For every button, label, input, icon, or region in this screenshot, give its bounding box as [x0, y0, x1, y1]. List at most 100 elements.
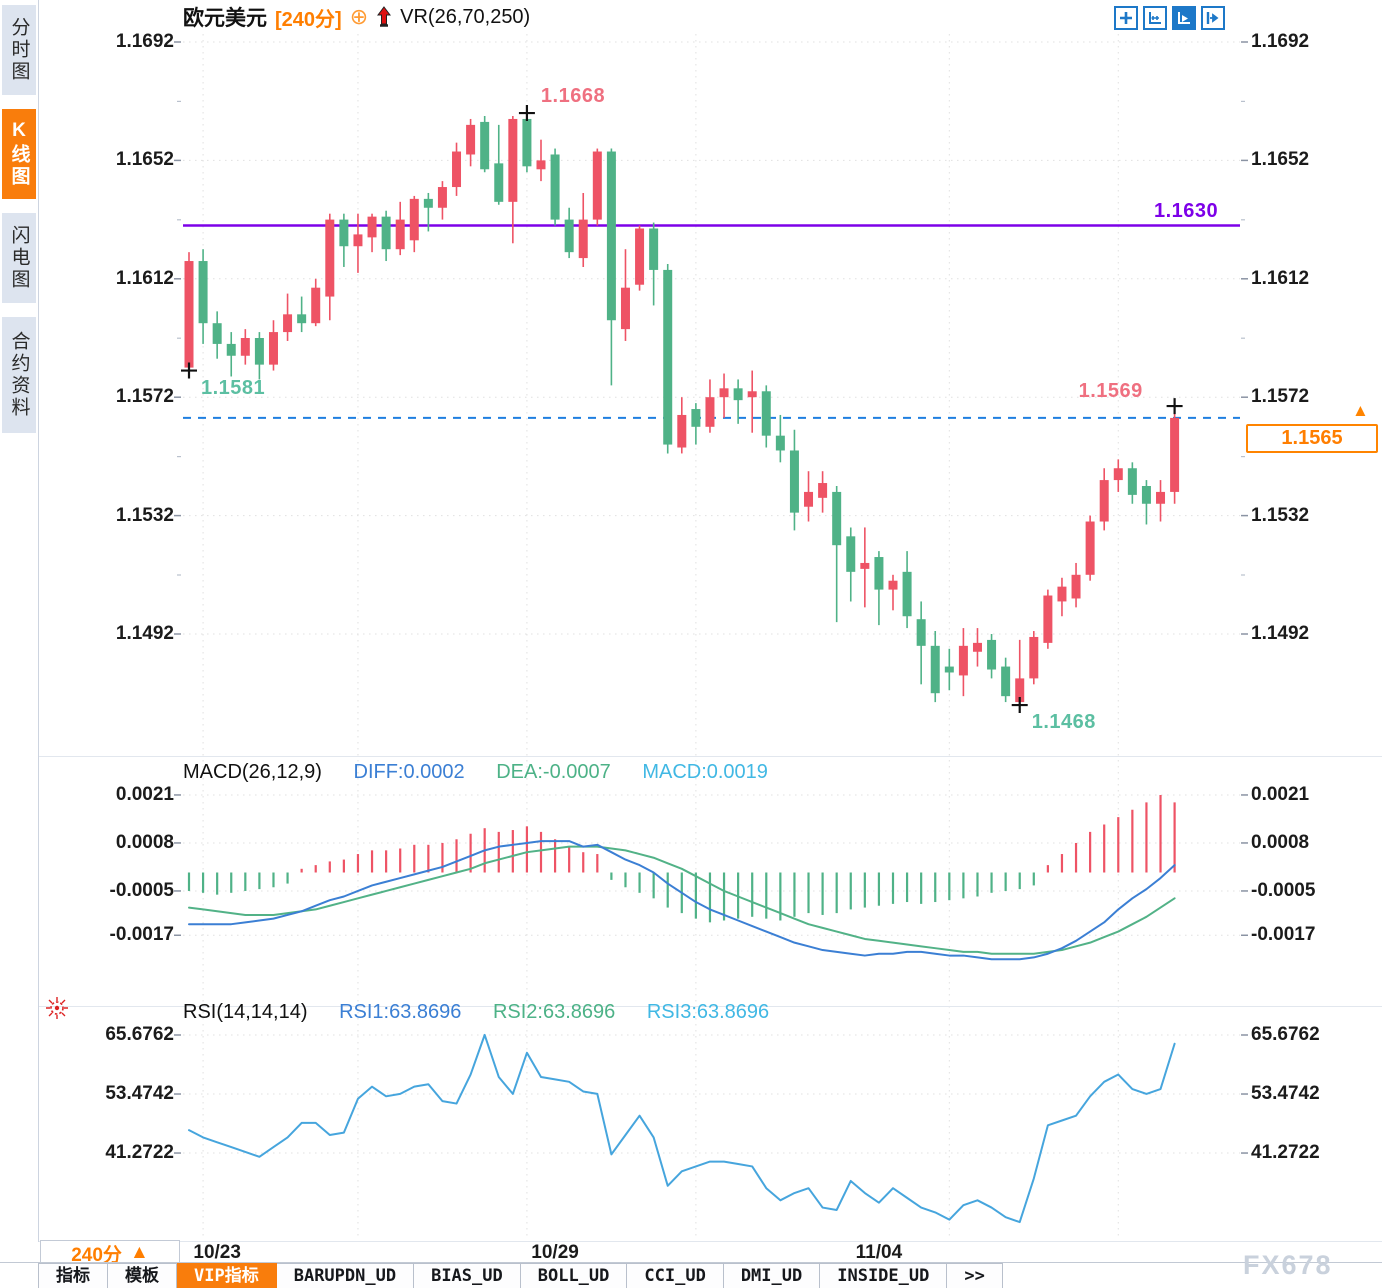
candle-up — [888, 580, 898, 590]
bottom-tab-BIAS_UD[interactable]: BIAS_UD — [414, 1263, 521, 1288]
candle-up — [409, 198, 419, 241]
candle-up — [620, 287, 630, 330]
sidebar-tab-item[interactable]: 合约资料 — [2, 317, 36, 433]
indicator-settings-icon[interactable] — [44, 995, 70, 1026]
candle-up — [1043, 595, 1053, 643]
pan-crosshair-icon[interactable] — [1114, 6, 1138, 30]
candle-up — [578, 219, 588, 259]
candle-down — [916, 619, 926, 646]
candle-up — [1113, 468, 1123, 481]
symbol-title: 欧元美元 — [183, 7, 267, 30]
candle-down — [606, 151, 616, 321]
candle-up — [325, 219, 335, 297]
candle-down — [1141, 486, 1151, 504]
candle-down — [832, 491, 842, 546]
candle-down — [522, 118, 532, 167]
candle-down — [198, 261, 208, 324]
up-arrow-icon — [376, 6, 392, 28]
period-selector[interactable]: 240分 ▲ — [40, 1240, 180, 1266]
watermark: FX678 — [1243, 1250, 1333, 1280]
chart-toolbar — [1114, 6, 1225, 30]
candle-up — [719, 388, 729, 398]
candle-down — [761, 391, 771, 436]
candle-up — [860, 562, 870, 569]
axis-play-icon[interactable] — [1172, 6, 1196, 30]
candle-down — [494, 163, 504, 202]
candle-up — [1099, 480, 1109, 522]
axis-fit-icon[interactable] — [1143, 6, 1167, 30]
macd-dea-line — [188, 845, 1176, 955]
price-marker-cross — [518, 105, 535, 122]
bottom-tab-BARUPDN_UD[interactable]: BARUPDN_UD — [276, 1263, 415, 1288]
bottom-tab-指标[interactable]: 指标 — [38, 1263, 108, 1288]
macd-macd-value: MACD:0.0019 — [642, 761, 768, 783]
goto-latest-icon[interactable] — [1201, 6, 1225, 30]
candle-down — [226, 343, 236, 356]
candle-up — [804, 491, 814, 507]
candle-down — [480, 121, 490, 170]
sidebar-tab-active[interactable]: K线图 — [2, 109, 36, 199]
candle-down — [874, 557, 884, 590]
candle-up — [1029, 636, 1039, 679]
macd-diff-line — [188, 840, 1176, 961]
sidebar-tab-item[interactable]: 闪电图 — [2, 213, 36, 303]
candle-down — [789, 450, 799, 513]
candle-down — [902, 571, 912, 617]
sidebar: 分时图 K线图闪电图合约资料 — [0, 0, 39, 1242]
bottom-tab-BOLL_UD[interactable]: BOLL_UD — [520, 1263, 628, 1288]
candle-up — [536, 160, 546, 170]
rsi-header: RSI(14,14,14) RSI1:63.8696 RSI2:63.8696 … — [183, 1001, 795, 1024]
macd-diff-value: DIFF:0.0002 — [353, 761, 465, 783]
indicator-label: VR(26,70,250) — [400, 5, 531, 28]
bottom-tab-INSIDE_UD[interactable]: INSIDE_UD — [820, 1263, 948, 1288]
period-label[interactable]: [240分] — [275, 8, 342, 31]
candle-up — [1085, 521, 1095, 575]
candle-up — [677, 414, 687, 448]
candle-down — [297, 314, 307, 324]
candle-down — [212, 323, 222, 344]
candle-down — [564, 219, 574, 253]
candle-down — [733, 388, 743, 401]
candle-down — [691, 409, 701, 427]
candle-up — [818, 483, 828, 498]
bottom-tab-VIP指标[interactable]: VIP指标 — [177, 1263, 277, 1288]
candle-down — [1127, 468, 1137, 495]
candle-up — [1057, 586, 1067, 602]
current-price-box: 1.1565 — [1246, 424, 1378, 453]
sidebar-tab-item[interactable]: 分时图 — [2, 5, 36, 95]
rsi2-value: RSI2:63.8696 — [492, 1001, 616, 1023]
candle-up — [184, 261, 194, 368]
bottom-tab-CCI_UD[interactable]: CCI_UD — [627, 1263, 724, 1288]
rsi1-value: RSI1:63.8696 — [339, 1001, 462, 1023]
price-marker-cross — [181, 362, 197, 379]
candle-down — [846, 536, 856, 572]
bottom-tab->>[interactable]: >> — [947, 1263, 1003, 1288]
candle-up — [705, 397, 715, 427]
rsi-line — [188, 1033, 1176, 1224]
candle-up — [1170, 417, 1180, 492]
candle-down — [775, 435, 785, 451]
candle-down — [254, 338, 264, 365]
candle-down — [663, 269, 673, 445]
candle-down — [339, 219, 349, 247]
candle-down — [987, 639, 997, 670]
period-selector-arrow-icon: ▲ — [129, 1242, 149, 1263]
candle-up — [283, 314, 293, 333]
macd-title: MACD(26,12,9) — [183, 761, 322, 783]
overlay-add-icon[interactable]: ⊕ — [349, 4, 369, 29]
candle-up — [240, 338, 250, 356]
candle-up — [367, 216, 377, 238]
candle-up — [311, 287, 321, 324]
candle-down — [423, 198, 433, 208]
candle-up — [1071, 574, 1081, 599]
macd-dea-value: DEA:-0.0007 — [496, 761, 611, 783]
candle-down — [649, 228, 659, 270]
candle-up — [635, 228, 645, 285]
candle-up — [747, 391, 757, 398]
bottom-tab-模板[interactable]: 模板 — [108, 1263, 177, 1288]
bottom-tab-DMI_UD[interactable]: DMI_UD — [723, 1263, 821, 1288]
candle-down — [1001, 666, 1011, 697]
rsi-title: RSI(14,14,14) — [183, 1001, 308, 1023]
